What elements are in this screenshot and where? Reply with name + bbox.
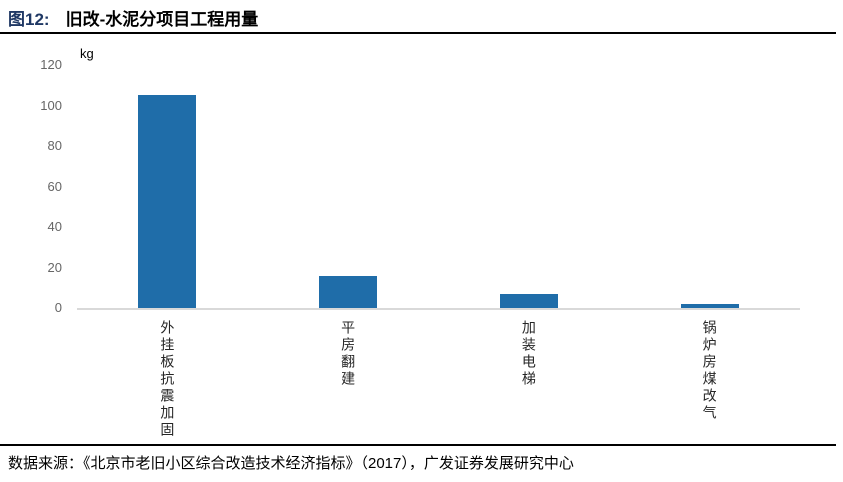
y-tick-label: 120 — [40, 57, 62, 72]
bar-slot: 平房翻建 — [258, 65, 439, 388]
bar-4 — [680, 303, 739, 308]
category-label: 外挂板抗震加固 — [159, 320, 176, 439]
bar-slot: 加装电梯 — [439, 65, 620, 388]
bar-3 — [499, 293, 558, 308]
category-label: 平房翻建 — [340, 320, 357, 388]
category-label: 加装电梯 — [520, 320, 537, 388]
figure-title: 图12: 旧改-水泥分项目工程用量 — [8, 5, 258, 30]
footer-divider — [0, 444, 836, 446]
y-tick-label: 60 — [47, 178, 62, 194]
figure-number: 图12: — [8, 10, 50, 29]
y-axis-unit-label: kg — [80, 46, 94, 61]
y-tick-label: 0 — [54, 300, 62, 315]
bar-slot: 外挂板抗震加固 — [77, 65, 258, 439]
y-tick-label: 100 — [40, 97, 62, 113]
source-note: 数据来源：《北京市老旧小区综合改造技术经济指标》（2017），广发证券发展研究中… — [8, 455, 574, 472]
y-tick-label: 20 — [47, 259, 62, 275]
y-axis-ticks: 0 20 40 60 80 100 120 — [0, 57, 62, 315]
figure-title-text: 旧改-水泥分项目工程用量 — [65, 10, 259, 29]
y-tick-label: 40 — [47, 219, 62, 234]
category-label: 锅炉房煤改气 — [701, 320, 718, 422]
bar-slot: 锅炉房煤改气 — [619, 65, 800, 422]
bar-1 — [138, 95, 197, 308]
plot-area: 外挂板抗震加固 平房翻建 加装电梯 锅炉房煤改气 — [77, 65, 800, 439]
bar-2 — [319, 275, 378, 308]
y-tick-label: 80 — [47, 138, 62, 153]
title-divider — [0, 32, 836, 34]
